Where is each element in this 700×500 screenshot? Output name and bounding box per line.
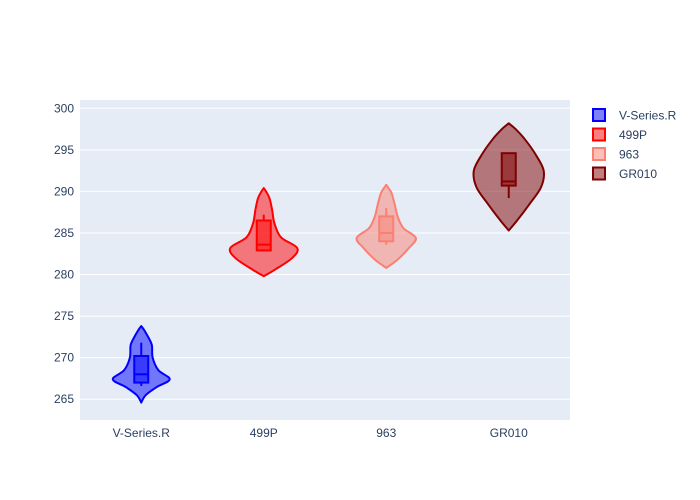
legend-swatch [592, 127, 606, 142]
legend-label: GR010 [619, 167, 657, 181]
x-axis-ticks: V-Series.R 499P 963 GR010 [113, 426, 529, 440]
y-tick-label: 295 [54, 143, 74, 157]
violins [111, 122, 546, 404]
y-tick-label: 285 [54, 226, 74, 240]
y-tick-label: 280 [54, 268, 74, 282]
box-GR010 [500, 152, 517, 187]
box-499P [255, 219, 272, 252]
y-axis-ticks: 265 270 275 280 285 290 295 300 [54, 101, 74, 406]
legend-swatch [592, 108, 606, 122]
x-tick-label: V-Series.R [113, 426, 171, 440]
legend: V-Series.R 499P 963 GR010 [592, 108, 677, 181]
legend-label: 499P [619, 128, 647, 142]
x-tick-label: GR010 [490, 426, 528, 440]
legend-swatch [592, 166, 606, 181]
x-tick-label: 963 [376, 426, 396, 440]
x-tick-label: 499P [250, 426, 278, 440]
box-963 [378, 215, 395, 243]
y-tick-label: 275 [54, 309, 74, 323]
y-tick-label: 290 [54, 184, 74, 198]
y-tick-label: 265 [54, 392, 74, 406]
y-tick-label: 270 [54, 351, 74, 365]
legend-label: 963 [619, 148, 639, 162]
legend-swatch [592, 147, 606, 161]
box-V-Series.R [133, 355, 150, 384]
legend-label: V-Series.R [619, 109, 677, 123]
y-tick-label: 300 [54, 101, 74, 115]
